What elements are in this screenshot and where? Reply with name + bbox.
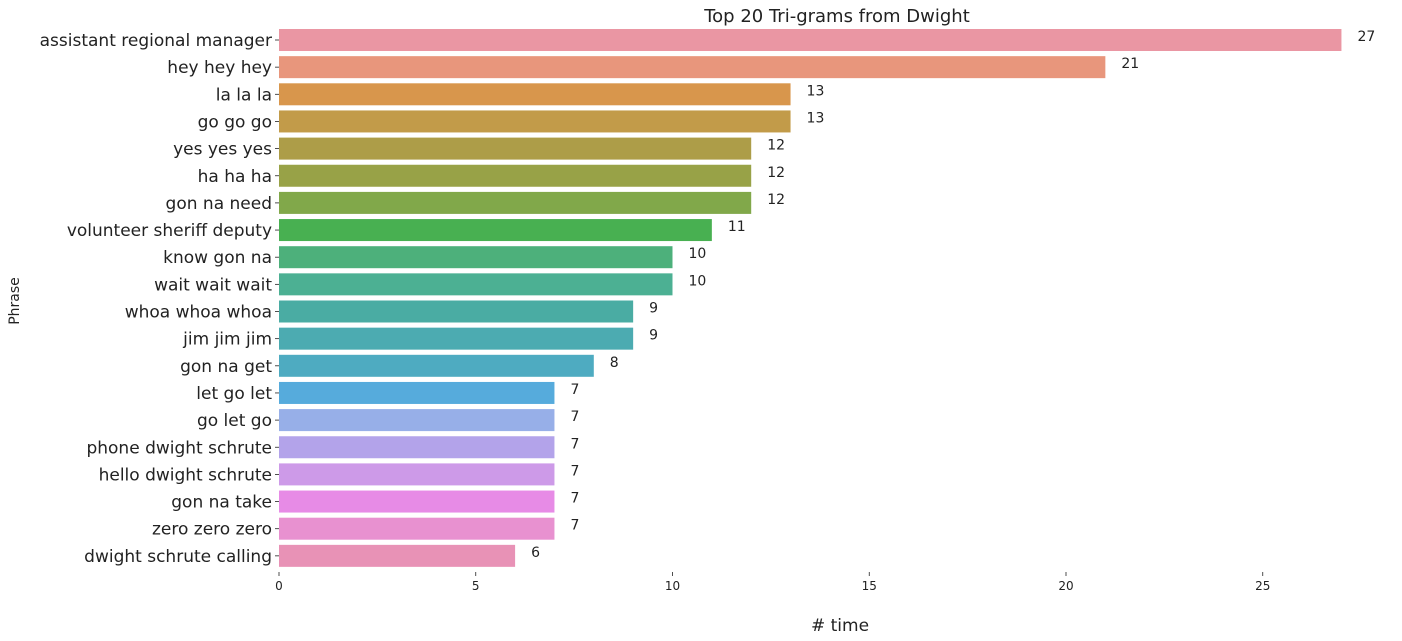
x-axis-ticks: 0 5 10 15 20 25 xyxy=(275,572,1270,593)
bar xyxy=(279,137,752,160)
x-tick-label: 20 xyxy=(1058,579,1073,593)
bar xyxy=(279,327,634,350)
bar xyxy=(279,110,791,133)
category-label: volunteer sheriff deputy xyxy=(67,221,272,241)
value-label: 11 xyxy=(728,219,746,235)
x-tick-label: 25 xyxy=(1255,579,1270,593)
bar xyxy=(279,56,1106,79)
x-tick-label: 5 xyxy=(472,579,480,593)
bar xyxy=(279,463,555,486)
value-label: 10 xyxy=(689,273,707,289)
bar xyxy=(279,219,712,242)
category-label: phone dwight schrute xyxy=(86,438,272,458)
bar xyxy=(279,300,634,323)
y-axis-label: Phrase xyxy=(7,277,23,325)
bar xyxy=(279,164,752,187)
category-label: zero zero zero xyxy=(152,520,272,540)
x-tick-label: 15 xyxy=(862,579,877,593)
value-label: 12 xyxy=(767,165,785,181)
category-label: know gon na xyxy=(163,248,272,268)
bar xyxy=(279,436,555,459)
category-label: let go let xyxy=(196,384,272,404)
bar xyxy=(279,246,673,269)
category-label: gon na get xyxy=(180,357,272,377)
bar xyxy=(279,83,791,106)
x-axis-label: # time xyxy=(811,616,869,636)
value-label: 7 xyxy=(570,463,579,479)
bars-group xyxy=(279,29,1342,567)
category-label: assistant regional manager xyxy=(40,31,272,51)
value-label: 12 xyxy=(767,192,785,208)
bar xyxy=(279,191,752,214)
x-tick-label: 0 xyxy=(275,579,283,593)
bar xyxy=(279,354,594,377)
value-label: 13 xyxy=(807,83,825,99)
category-label: gon na take xyxy=(171,493,272,513)
bar xyxy=(279,273,673,296)
bar xyxy=(279,544,516,567)
chart-title: Top 20 Tri-grams from Dwight xyxy=(703,6,970,27)
value-label: 7 xyxy=(570,518,579,534)
value-label: 9 xyxy=(649,328,658,344)
bar xyxy=(279,409,555,432)
category-label: gon na need xyxy=(166,194,272,214)
value-label: 21 xyxy=(1121,56,1139,72)
value-labels: 27 21 13 13 12 12 12 11 10 10 9 9 8 7 7 7 7 7 7 6 xyxy=(531,29,1375,561)
category-label: hey hey hey xyxy=(167,58,272,78)
value-label: 27 xyxy=(1357,29,1375,45)
value-label: 9 xyxy=(649,301,658,317)
bar xyxy=(279,517,555,540)
x-tick-label: 10 xyxy=(665,579,680,593)
category-label: ha ha ha xyxy=(198,167,272,187)
category-labels: assistant regional manager hey hey hey la … xyxy=(40,31,279,567)
category-label: go go go xyxy=(198,112,272,132)
value-label: 7 xyxy=(570,491,579,507)
bar xyxy=(279,29,1342,51)
category-label: dwight schrute calling xyxy=(84,547,272,567)
bar xyxy=(279,490,555,513)
category-label: hello dwight schrute xyxy=(99,465,272,485)
bar xyxy=(279,381,555,404)
category-label: whoa whoa whoa xyxy=(125,303,272,323)
category-label: wait wait wait xyxy=(154,275,272,295)
category-label: yes yes yes xyxy=(173,140,272,160)
category-label: go let go xyxy=(197,411,272,431)
value-label: 7 xyxy=(570,436,579,452)
value-label: 12 xyxy=(767,138,785,154)
value-label: 10 xyxy=(689,246,707,262)
category-label: jim jim jim xyxy=(182,330,272,350)
value-label: 7 xyxy=(570,382,579,398)
category-label: la la la xyxy=(216,85,272,105)
value-label: 6 xyxy=(531,545,540,561)
value-label: 13 xyxy=(807,110,825,126)
value-label: 7 xyxy=(570,409,579,425)
value-label: 8 xyxy=(610,355,619,371)
